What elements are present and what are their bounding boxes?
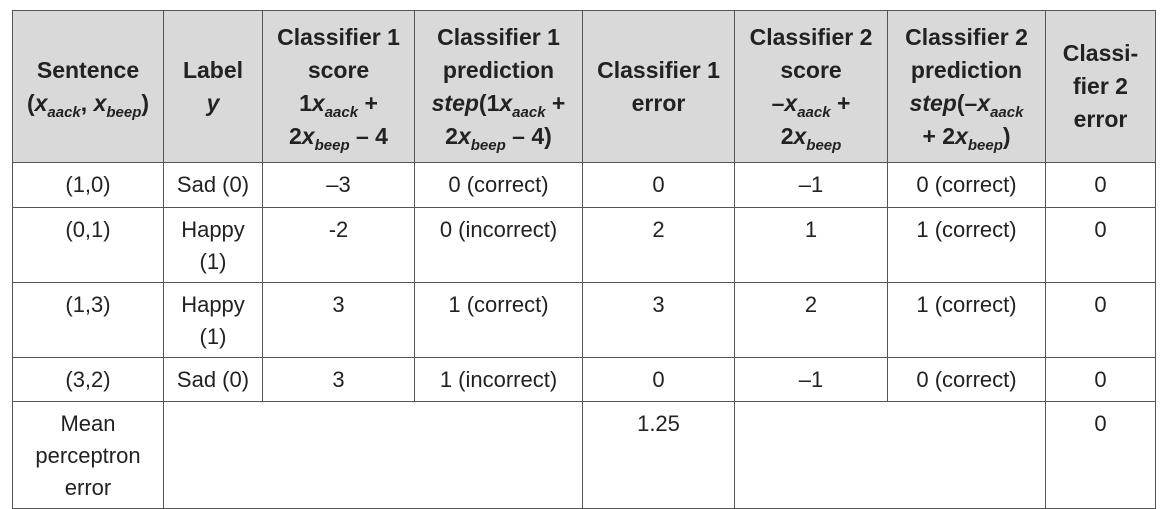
- cell-classifier1-score: -2: [262, 207, 415, 283]
- cell-empty-span-right: [734, 401, 1046, 509]
- cell-classifier2-score: 1: [734, 207, 888, 283]
- header-sentence: Sentence (xaack, xbeep): [12, 10, 164, 163]
- cell-classifier2-prediction: 0 (correct): [887, 162, 1046, 208]
- table-row: (0,1) Happy (1) -2 0 (incorrect) 2 1 1 (…: [12, 207, 1156, 283]
- cell-classifier2-prediction: 1 (correct): [887, 207, 1046, 283]
- cell-mean-error-label: Mean perceptron error: [12, 401, 164, 509]
- header-row: Sentence (xaack, xbeep) Label y Classifi…: [12, 10, 1156, 163]
- cell-classifier1-score: 3: [262, 357, 415, 402]
- cell-sentence: (1,0): [12, 162, 164, 208]
- cell-classifier2-score: 2: [734, 282, 888, 358]
- cell-classifier1-score: –3: [262, 162, 415, 208]
- cell-sentence: (0,1): [12, 207, 164, 283]
- cell-classifier2-error: 0: [1045, 282, 1156, 358]
- header-label: Label y: [163, 10, 263, 163]
- cell-classifier1-error: 2: [582, 207, 735, 283]
- cell-classifier2-error: 0: [1045, 207, 1156, 283]
- perceptron-error-table: Sentence (xaack, xbeep) Label y Classifi…: [12, 10, 1156, 509]
- table-row: (1,3) Happy (1) 3 1 (correct) 3 2 1 (cor…: [12, 282, 1156, 358]
- cell-classifier2-prediction: 0 (correct): [887, 357, 1046, 402]
- cell-label: Happy (1): [163, 207, 263, 283]
- cell-classifier2-error: 0: [1045, 162, 1156, 208]
- header-classifier1-error: Classifier 1 error: [582, 10, 735, 163]
- cell-empty-span-left: [163, 401, 583, 509]
- table-row: (1,0) Sad (0) –3 0 (correct) 0 –1 0 (cor…: [12, 162, 1156, 208]
- cell-classifier1-prediction: 1 (incorrect): [414, 357, 583, 402]
- header-classifier2-score: Classifier 2 score –xaack + 2xbeep: [734, 10, 888, 163]
- cell-label: Happy (1): [163, 282, 263, 358]
- table-row: (3,2) Sad (0) 3 1 (incorrect) 0 –1 0 (co…: [12, 357, 1156, 402]
- cell-sentence: (1,3): [12, 282, 164, 358]
- cell-label: Sad (0): [163, 162, 263, 208]
- cell-classifier1-prediction: 0 (incorrect): [414, 207, 583, 283]
- cell-classifier2-score: –1: [734, 162, 888, 208]
- cell-label: Sad (0): [163, 357, 263, 402]
- perceptron-error-table-container: Sentence (xaack, xbeep) Label y Classifi…: [12, 10, 1156, 509]
- cell-classifier1-mean-error: 1.25: [582, 401, 735, 509]
- cell-classifier2-score: –1: [734, 357, 888, 402]
- cell-classifier2-mean-error: 0: [1045, 401, 1156, 509]
- cell-classifier1-error: 0: [582, 162, 735, 208]
- cell-classifier1-prediction: 1 (correct): [414, 282, 583, 358]
- footer-row: Mean perceptron error 1.25 0: [12, 401, 1156, 509]
- header-classifier1-prediction: Classifier 1 prediction step(1xaack + 2x…: [414, 10, 583, 163]
- cell-classifier1-score: 3: [262, 282, 415, 358]
- header-classifier2-error: Classi- fier 2 error: [1045, 10, 1156, 163]
- header-classifier2-prediction: Classifier 2 prediction step(–xaack + 2x…: [887, 10, 1046, 163]
- cell-classifier1-error: 3: [582, 282, 735, 358]
- header-classifier1-score: Classifier 1 score 1xaack + 2xbeep – 4: [262, 10, 415, 163]
- cell-classifier1-prediction: 0 (correct): [414, 162, 583, 208]
- cell-classifier2-prediction: 1 (correct): [887, 282, 1046, 358]
- cell-classifier1-error: 0: [582, 357, 735, 402]
- cell-classifier2-error: 0: [1045, 357, 1156, 402]
- cell-sentence: (3,2): [12, 357, 164, 402]
